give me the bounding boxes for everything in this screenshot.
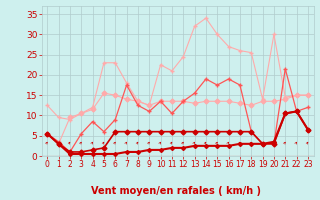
Text: Vent moyen/en rafales ( km/h ): Vent moyen/en rafales ( km/h ) <box>91 186 261 196</box>
